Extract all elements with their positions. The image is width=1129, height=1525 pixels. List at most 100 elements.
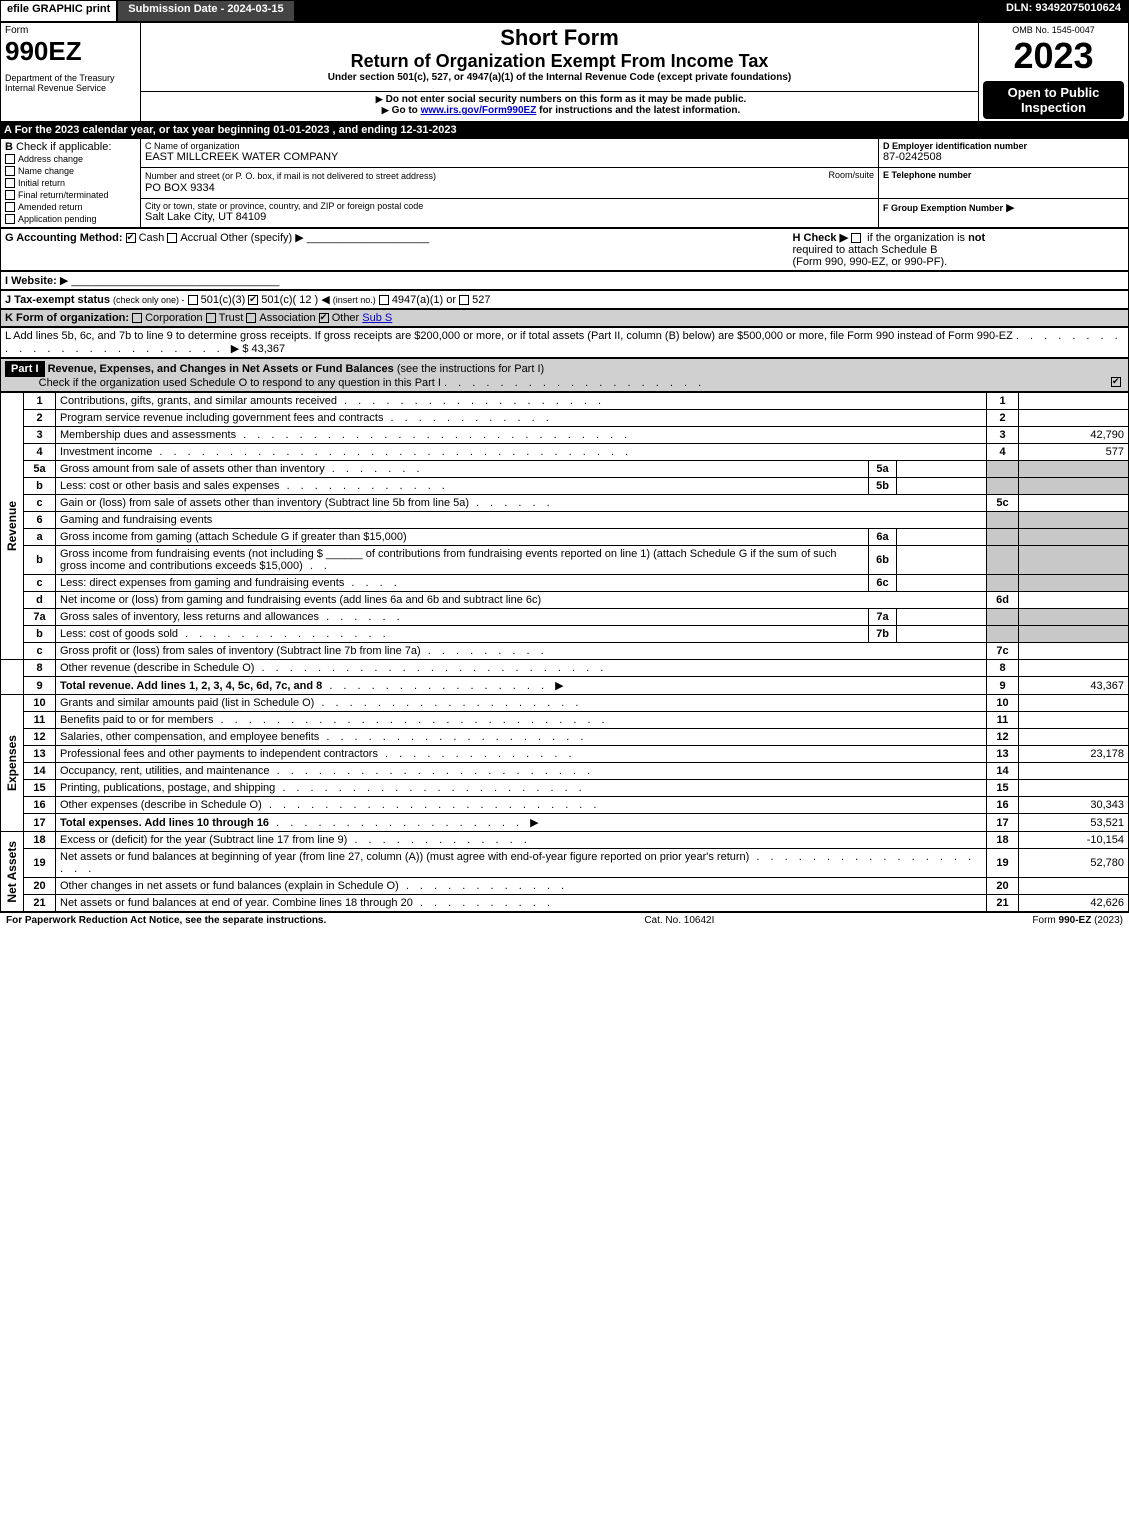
line-j-label: J Tax-exempt status [5, 294, 110, 306]
tax-year: 2023 [983, 35, 1124, 77]
opt-assoc: Association [259, 312, 315, 324]
line-11-desc: Benefits paid to or for members [60, 714, 213, 726]
footer-form-year: (2023) [1091, 915, 1123, 926]
line-4-box: 4 [987, 444, 1019, 461]
checkbox-4947[interactable] [379, 295, 389, 305]
opt-501c: 501(c)( 12 ) [261, 294, 318, 306]
top-bar: efile GRAPHIC print Submission Date - 20… [0, 0, 1129, 22]
checkbox-cash[interactable] [126, 233, 136, 243]
arrow-icon [379, 105, 392, 116]
line-6c-desc: Less: direct expenses from gaming and fu… [60, 577, 344, 589]
line-16-num: 16 [24, 797, 56, 814]
checkbox-amended-return[interactable] [5, 202, 15, 212]
irs-label: Internal Revenue Service [5, 83, 136, 93]
line-21-amount: 42,626 [1019, 895, 1129, 912]
checkbox-name-change[interactable] [5, 166, 15, 176]
line-l-amount: $ 43,367 [242, 343, 285, 355]
line-k-label: K Form of organization: [5, 312, 129, 324]
line-12-amount [1019, 729, 1129, 746]
box-b-label: B [5, 141, 13, 153]
checkbox-corp[interactable] [132, 313, 142, 323]
line-6d-box: 6d [987, 592, 1019, 609]
street-label: Number and street (or P. O. box, if mail… [145, 171, 436, 181]
instructions-link[interactable]: www.irs.gov/Form990EZ [421, 105, 537, 116]
opt-cash: Cash [139, 232, 165, 244]
line-13-num: 13 [24, 746, 56, 763]
line-15-box: 15 [987, 780, 1019, 797]
line-20-num: 20 [24, 878, 56, 895]
line-9-num: 9 [24, 677, 56, 695]
checkbox-initial-return[interactable] [5, 178, 15, 188]
efile-label[interactable]: efile GRAPHIC print [0, 0, 117, 22]
section-a: A For the 2023 calendar year, or tax yea… [0, 122, 1129, 138]
checkbox-trust[interactable] [206, 313, 216, 323]
checkbox-501c[interactable] [248, 295, 258, 305]
box-f-label: F Group Exemption Number [883, 203, 1003, 213]
line-6d-desc: Net income or (loss) from gaming and fun… [60, 594, 541, 606]
checkbox-527[interactable] [459, 295, 469, 305]
checkbox-schedule-o[interactable] [1111, 377, 1121, 387]
line-17-amount: 53,521 [1019, 814, 1129, 832]
line-12-num: 12 [24, 729, 56, 746]
line-3-desc: Membership dues and assessments [60, 429, 236, 441]
revenue-vertical-label: Revenue [5, 501, 19, 551]
line-7a-num: 7a [24, 609, 56, 626]
submission-date: Submission Date - 2024-03-15 [117, 0, 294, 22]
opt-final-return: Final return/terminated [18, 190, 109, 200]
line-5a-desc: Gross amount from sale of assets other t… [60, 463, 325, 475]
line-5a-sub: 5a [869, 461, 897, 478]
form-header-table: Form 990EZ Department of the Treasury In… [0, 22, 1129, 122]
part-i-note: (see the instructions for Part I) [397, 363, 544, 375]
line-10-desc: Grants and similar amounts paid (list in… [60, 697, 314, 709]
line-12-box: 12 [987, 729, 1019, 746]
line-14-box: 14 [987, 763, 1019, 780]
line-8-amount [1019, 660, 1129, 677]
checkbox-application-pending[interactable] [5, 214, 15, 224]
line-1-box: 1 [987, 393, 1019, 410]
line-17-num: 17 [24, 814, 56, 832]
line-6b-num: b [24, 546, 56, 575]
line-i-label: I Website: [5, 275, 57, 287]
line-21-desc: Net assets or fund balances at end of ye… [60, 897, 413, 909]
line-5b-desc: Less: cost or other basis and sales expe… [60, 480, 280, 492]
opt-other-org: Other [332, 312, 360, 324]
line-7c-box: 7c [987, 643, 1019, 660]
under-section: Under section 501(c), 527, or 4947(a)(1)… [145, 72, 974, 83]
checkbox-accrual[interactable] [167, 233, 177, 243]
checkbox-assoc[interactable] [246, 313, 256, 323]
line-6b-desc1: Gross income from fundraising events (no… [60, 548, 323, 560]
line-17-box: 17 [987, 814, 1019, 832]
line-17-desc: Total expenses. Add lines 10 through 16 [60, 817, 269, 829]
line-4-num: 4 [24, 444, 56, 461]
line-7b-sub: 7b [869, 626, 897, 643]
checkbox-final-return[interactable] [5, 190, 15, 200]
line-15-num: 15 [24, 780, 56, 797]
opt-501c3: 501(c)(3) [201, 294, 246, 306]
checkbox-other-org[interactable] [319, 313, 329, 323]
line-5b-num: b [24, 478, 56, 495]
line-18-desc: Excess or (deficit) for the year (Subtra… [60, 834, 347, 846]
footer-right: Form 990-EZ (2023) [1032, 915, 1123, 926]
line-7b-desc: Less: cost of goods sold [60, 628, 178, 640]
other-org-value[interactable]: Sub S [362, 312, 392, 324]
line-7c-amount [1019, 643, 1129, 660]
line-12-desc: Salaries, other compensation, and employ… [60, 731, 319, 743]
line-21-num: 21 [24, 895, 56, 912]
checkbox-501c3[interactable] [188, 295, 198, 305]
entity-info-table: B Check if applicable: Address change Na… [0, 138, 1129, 228]
line-19-desc: Net assets or fund balances at beginning… [60, 851, 749, 863]
line-20-box: 20 [987, 878, 1019, 895]
line-h-rest: required to attach Schedule B [793, 244, 938, 256]
opt-initial-return: Initial return [18, 178, 65, 188]
line-6a-desc: Gross income from gaming (attach Schedul… [60, 531, 407, 543]
checkbox-h[interactable] [851, 233, 861, 243]
line-9-amount: 43,367 [1019, 677, 1129, 695]
line-14-desc: Occupancy, rent, utilities, and maintena… [60, 765, 270, 777]
dln-label: DLN: 93492075010624 [998, 0, 1129, 22]
line-7b-num: b [24, 626, 56, 643]
line-6d-num: d [24, 592, 56, 609]
return-title: Return of Organization Exempt From Incom… [145, 51, 974, 72]
org-name: EAST MILLCREEK WATER COMPANY [145, 151, 874, 163]
checkbox-address-change[interactable] [5, 154, 15, 164]
line-13-box: 13 [987, 746, 1019, 763]
